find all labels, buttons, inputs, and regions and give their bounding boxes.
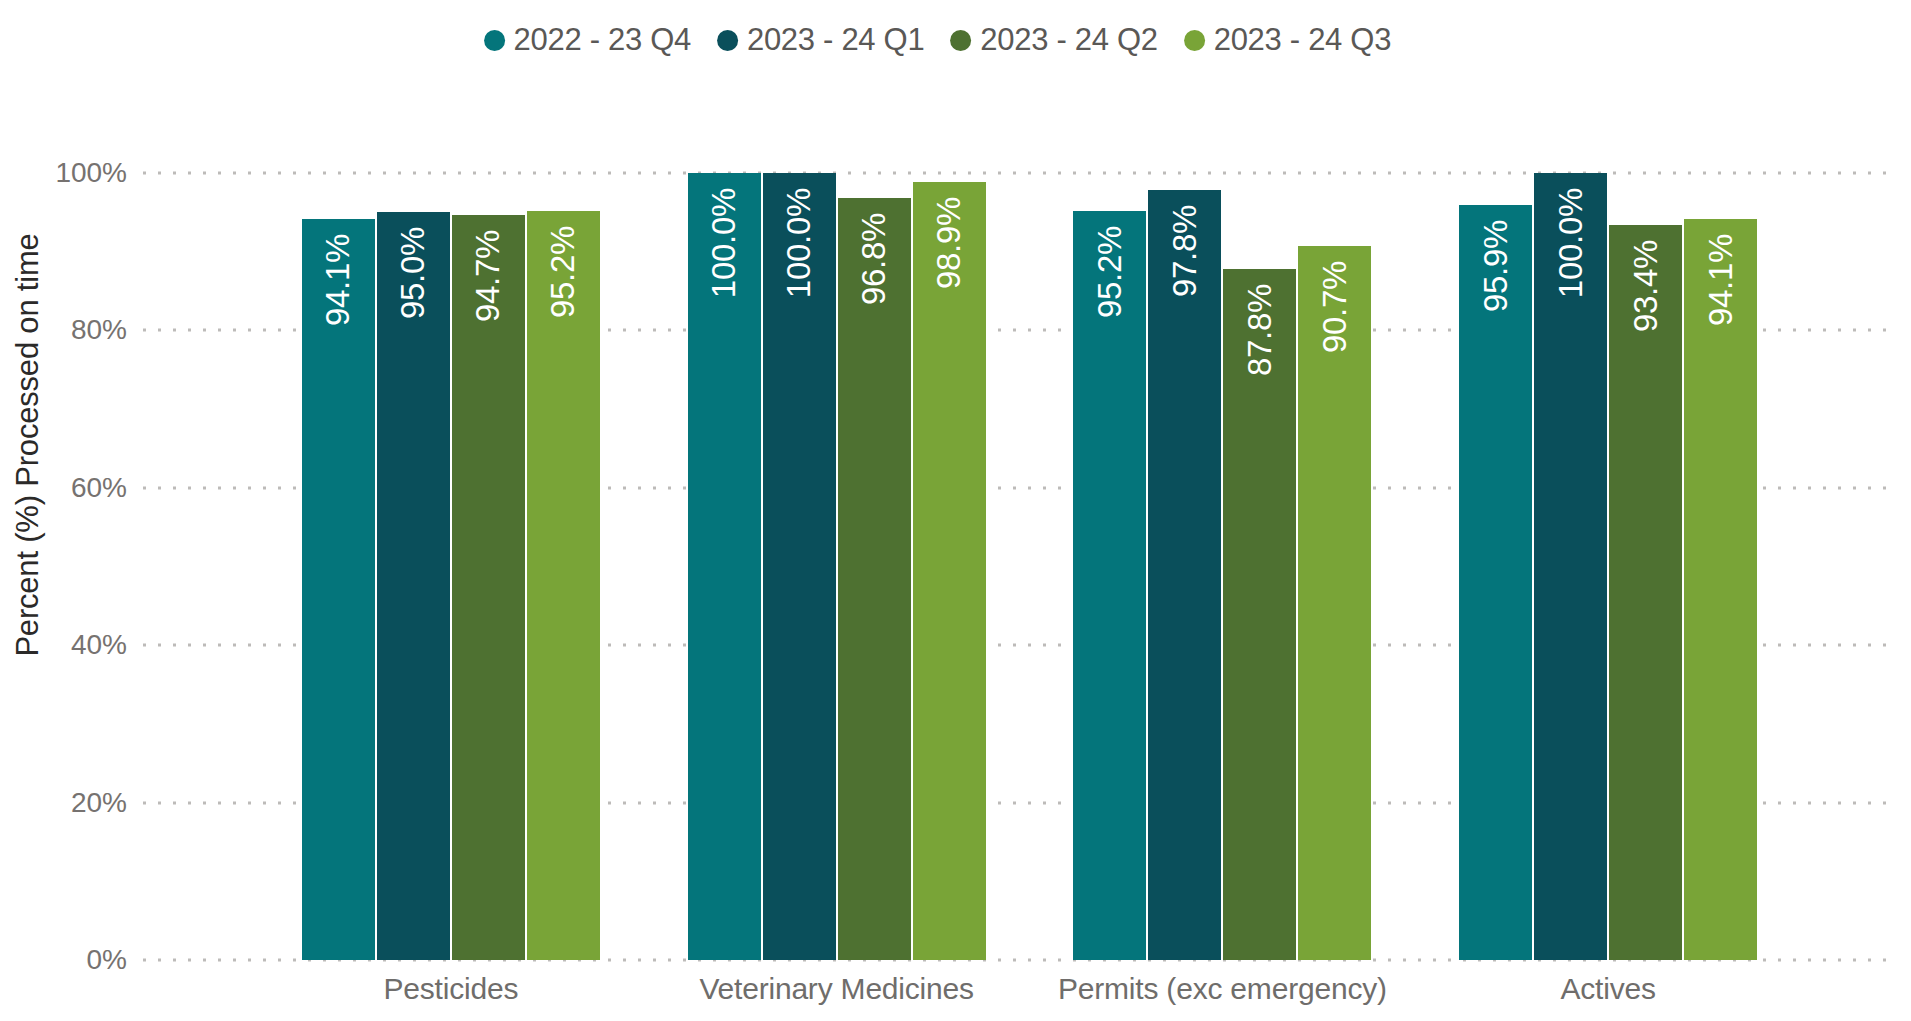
grouped-bar-chart: 2022 - 23 Q4 2023 - 24 Q1 2023 - 24 Q2 2023… <box>0 0 1911 1021</box>
legend-item-label: 2023 - 24 Q1 <box>747 22 924 58</box>
legend-item-label: 2022 - 23 Q4 <box>514 22 691 58</box>
bar-value-label: 100.0% <box>780 188 818 298</box>
category-label: Permits (exc emergency) <box>1030 972 1416 1006</box>
bar[interactable]: 95.9% <box>1459 205 1532 960</box>
bar-value-label: 95.2% <box>544 226 582 318</box>
bar[interactable]: 95.2% <box>527 211 600 960</box>
bar-value-label: 97.8% <box>1166 205 1204 297</box>
legend-marker-circle-icon <box>717 30 738 51</box>
bar-value-label: 98.9% <box>930 197 968 289</box>
bar[interactable]: 100.0% <box>763 173 836 960</box>
legend: 2022 - 23 Q4 2023 - 24 Q1 2023 - 24 Q2 2023… <box>484 22 1392 58</box>
bar-value-label: 95.9% <box>1477 220 1515 312</box>
legend-marker-circle-icon <box>950 30 971 51</box>
y-tick-label-0: 0% <box>7 944 127 976</box>
bar-value-label: 93.4% <box>1627 240 1665 332</box>
plot-area: 0%20%40%60%80%100% 94.1%95.0%94.7%95.2%1… <box>143 173 1896 960</box>
bar[interactable]: 100.0% <box>688 173 761 960</box>
bar-group: 95.2% 97.8% 87.8% 90.7% <box>1030 173 1416 960</box>
legend-marker-circle-icon <box>484 30 505 51</box>
bar[interactable]: 93.4% <box>1609 225 1682 960</box>
legend-item-4[interactable]: 2023 - 24 Q3 <box>1184 22 1391 58</box>
legend-item-1[interactable]: 2022 - 23 Q4 <box>484 22 691 58</box>
bar-group: 95.9% 100.0% 93.4% 94.1% <box>1415 173 1801 960</box>
category-label: Veterinary Medicines <box>644 972 1030 1006</box>
bar[interactable]: 90.7% <box>1298 246 1371 960</box>
bar-value-label: 96.8% <box>855 213 893 305</box>
bar[interactable]: 94.7% <box>452 215 525 960</box>
category-label: Pesticides <box>258 972 644 1006</box>
legend-item-2[interactable]: 2023 - 24 Q1 <box>717 22 924 58</box>
legend-marker-circle-icon <box>1184 30 1205 51</box>
bar[interactable]: 95.2% <box>1073 211 1146 960</box>
bar-value-label: 94.7% <box>469 230 507 322</box>
y-tick-label-80: 80% <box>7 314 127 346</box>
bar[interactable]: 95.0% <box>377 212 450 960</box>
bar[interactable]: 98.9% <box>913 182 986 960</box>
bar-value-label: 94.1% <box>319 234 357 326</box>
y-tick-label-20: 20% <box>7 787 127 819</box>
bar[interactable]: 94.1% <box>1684 219 1757 960</box>
y-tick-label-40: 40% <box>7 629 127 661</box>
bar-group: 100.0% 100.0% 96.8% 98.9% <box>644 173 1030 960</box>
bar-value-label: 100.0% <box>705 188 743 298</box>
bar[interactable]: 100.0% <box>1534 173 1607 960</box>
bar[interactable]: 96.8% <box>838 198 911 960</box>
bar-value-label: 94.1% <box>1702 234 1740 326</box>
legend-item-label: 2023 - 24 Q3 <box>1214 22 1391 58</box>
y-axis-title: Percent (%) Processed on time <box>10 233 46 656</box>
y-tick-label-100: 100% <box>7 157 127 189</box>
bar-value-label: 95.2% <box>1091 226 1129 318</box>
bar-group: 94.1% 95.0% 94.7% 95.2% <box>258 173 644 960</box>
bar-value-label: 90.7% <box>1316 261 1354 353</box>
bars-row: 94.1% 95.0% 94.7% 95.2% 100.0% 100.0% 96.8% 98.… <box>143 173 1896 960</box>
y-tick-label-60: 60% <box>7 472 127 504</box>
bar-value-label: 87.8% <box>1241 284 1279 376</box>
x-axis-labels: PesticidesVeterinary MedicinesPermits (e… <box>143 972 1896 1006</box>
bar[interactable]: 87.8% <box>1223 269 1296 960</box>
legend-item-label: 2023 - 24 Q2 <box>980 22 1157 58</box>
legend-item-3[interactable]: 2023 - 24 Q2 <box>950 22 1157 58</box>
bar[interactable]: 97.8% <box>1148 190 1221 960</box>
bar-value-label: 95.0% <box>394 227 432 319</box>
bar-value-label: 100.0% <box>1552 188 1590 298</box>
bar[interactable]: 94.1% <box>302 219 375 960</box>
category-label: Actives <box>1415 972 1801 1006</box>
